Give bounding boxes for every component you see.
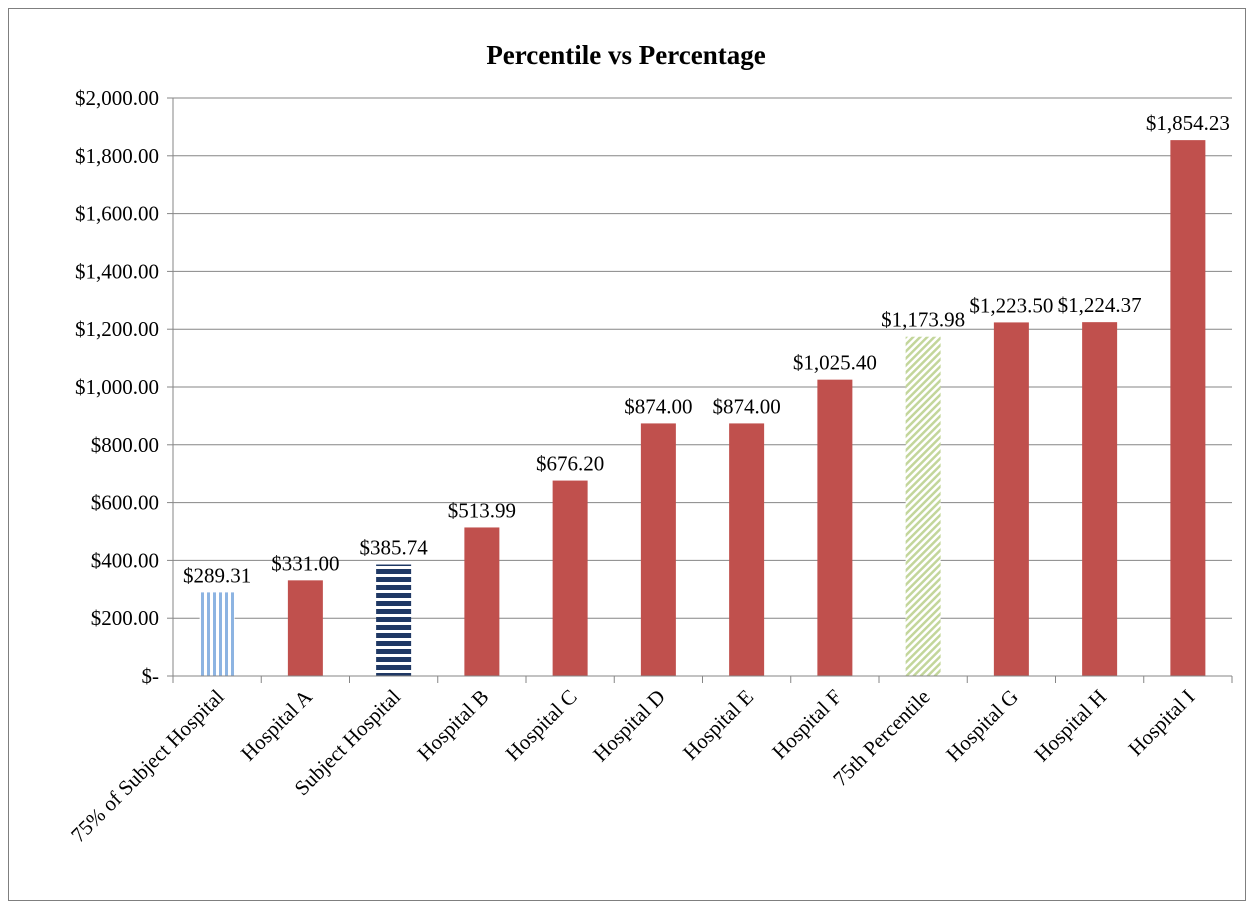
- data-label: $1,223.50: [969, 293, 1053, 317]
- bar: [729, 423, 765, 676]
- x-tick-label: Hospital F: [767, 685, 846, 764]
- bars: [199, 140, 1206, 676]
- gridlines: [173, 97, 1232, 619]
- bar: [640, 423, 676, 676]
- data-label: $513.99: [448, 498, 516, 522]
- y-tick-label: $200.00: [91, 606, 159, 630]
- data-label: $874.00: [713, 394, 781, 418]
- bar: [993, 322, 1029, 676]
- x-tick-label: Hospital B: [413, 685, 494, 766]
- bar: [817, 379, 853, 676]
- x-tick-label: Hospital I: [1123, 685, 1199, 761]
- x-tick-label: Hospital D: [588, 685, 670, 767]
- bar: [376, 564, 412, 676]
- y-tick-label: $1,000.00: [75, 375, 159, 399]
- data-label: $874.00: [624, 394, 692, 418]
- chart-area: Percentile vs Percentage $- $200.00 $400.0…: [8, 8, 1246, 901]
- y-tick-label: $800.00: [91, 433, 159, 457]
- bar: [905, 336, 941, 676]
- x-tick-label: Hospital E: [678, 685, 758, 765]
- data-label: $676.20: [536, 452, 604, 476]
- x-tick-label: Hospital A: [236, 684, 317, 765]
- data-label: $1,025.40: [793, 351, 877, 375]
- bar: [199, 592, 235, 676]
- y-tick-label: $400.00: [91, 548, 159, 572]
- x-tick-label: Hospital G: [941, 685, 1023, 767]
- x-tick-label: Hospital C: [501, 685, 582, 766]
- y-tick-label: $1,800.00: [75, 144, 159, 168]
- y-tick-label: $-: [142, 664, 160, 688]
- y-tick-label: $2,000.00: [75, 86, 159, 110]
- bar: [1170, 140, 1206, 676]
- bar-chart: Percentile vs Percentage $- $200.00 $400.0…: [66, 40, 1233, 847]
- y-axis-ticks: $- $200.00 $400.00 $600.00 $800.00 $1,000.00 $…: [75, 86, 173, 688]
- data-labels: $289.31 $331.00 $385.74 $513.99 $676.20 $874.…: [183, 111, 1230, 587]
- x-axis: [172, 98, 1233, 683]
- bar: [1082, 322, 1118, 676]
- y-tick-label: $1,600.00: [75, 202, 159, 226]
- x-tick-label: 75% of Subject Hospital: [66, 684, 229, 847]
- x-tick-label: Hospital H: [1029, 685, 1111, 767]
- y-tick-label: $600.00: [91, 491, 159, 515]
- data-label: $1,173.98: [881, 308, 965, 332]
- data-label: $331.00: [271, 551, 339, 575]
- bar: [287, 580, 323, 676]
- chart-title: Percentile vs Percentage: [486, 40, 765, 70]
- y-tick-label: $1,400.00: [75, 259, 159, 283]
- data-label: $1,854.23: [1146, 111, 1230, 135]
- x-axis-ticks: 75% of Subject Hospital Hospital ASubject…: [66, 684, 1199, 847]
- y-tick-label: $1,200.00: [75, 317, 159, 341]
- data-label: $289.31: [183, 563, 251, 587]
- data-label: $1,224.37: [1058, 293, 1142, 317]
- bar: [464, 527, 500, 676]
- bar: [552, 480, 588, 676]
- data-label: $385.74: [360, 536, 429, 560]
